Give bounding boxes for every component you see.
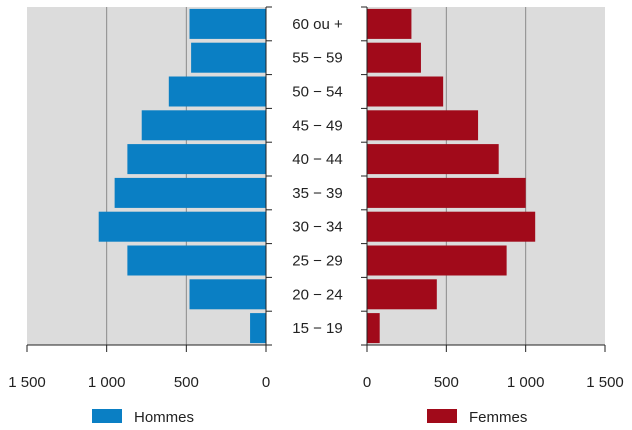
bar-hommes [189, 8, 266, 39]
age-group-label: 30 − 34 [292, 219, 342, 236]
x-tick-label-right: 1 000 [507, 374, 545, 391]
bar-femmes [367, 110, 479, 141]
bar-hommes [141, 110, 266, 141]
bar-hommes [168, 76, 266, 107]
legend: Hommes Femmes [92, 409, 527, 426]
age-group-label: 60 ou + [292, 16, 343, 33]
labels: 60 ou + 55 − 59 50 − 54 45 − 49 40 − 44 35 − … [8, 16, 624, 391]
bar-hommes [98, 211, 266, 242]
x-tick-label-left: 1 500 [8, 374, 46, 391]
age-group-label: 15 − 19 [292, 320, 342, 337]
bar-femmes [367, 279, 437, 310]
x-tick-label-right: 0 [363, 374, 371, 391]
bar-femmes [367, 211, 536, 242]
age-group-label: 45 − 49 [292, 117, 342, 134]
age-group-label: 40 − 44 [292, 151, 342, 168]
age-group-label: 50 − 54 [292, 84, 342, 101]
gridlines [106, 7, 527, 345]
bar-femmes [367, 245, 507, 276]
x-tick-label-left: 1 000 [88, 374, 126, 391]
bar-hommes [250, 313, 266, 344]
x-tick-label-right: 1 500 [586, 374, 624, 391]
bar-femmes [367, 76, 444, 107]
age-group-label: 35 − 39 [292, 185, 342, 202]
bar-femmes [367, 313, 380, 344]
legend-label-hommes: Hommes [134, 409, 194, 426]
bar-hommes [114, 177, 266, 208]
x-tick-label-left: 0 [262, 374, 270, 391]
legend-label-femmes: Femmes [469, 409, 527, 426]
bars [98, 8, 536, 344]
bar-femmes [367, 144, 499, 175]
x-tick-label-left: 500 [174, 374, 199, 391]
bar-hommes [189, 279, 266, 310]
bar-hommes [127, 245, 266, 276]
bar-hommes [191, 42, 266, 73]
bar-femmes [367, 8, 412, 39]
bar-femmes [367, 177, 526, 208]
axes [26, 6, 606, 352]
age-group-label: 25 − 29 [292, 253, 342, 270]
age-group-label: 20 − 24 [292, 286, 342, 303]
age-group-label: 55 − 59 [292, 50, 342, 67]
bar-hommes [127, 144, 266, 175]
legend-swatch-hommes [92, 409, 122, 423]
legend-swatch-femmes [427, 409, 457, 423]
x-tick-label-right: 500 [434, 374, 459, 391]
bar-femmes [367, 42, 421, 73]
